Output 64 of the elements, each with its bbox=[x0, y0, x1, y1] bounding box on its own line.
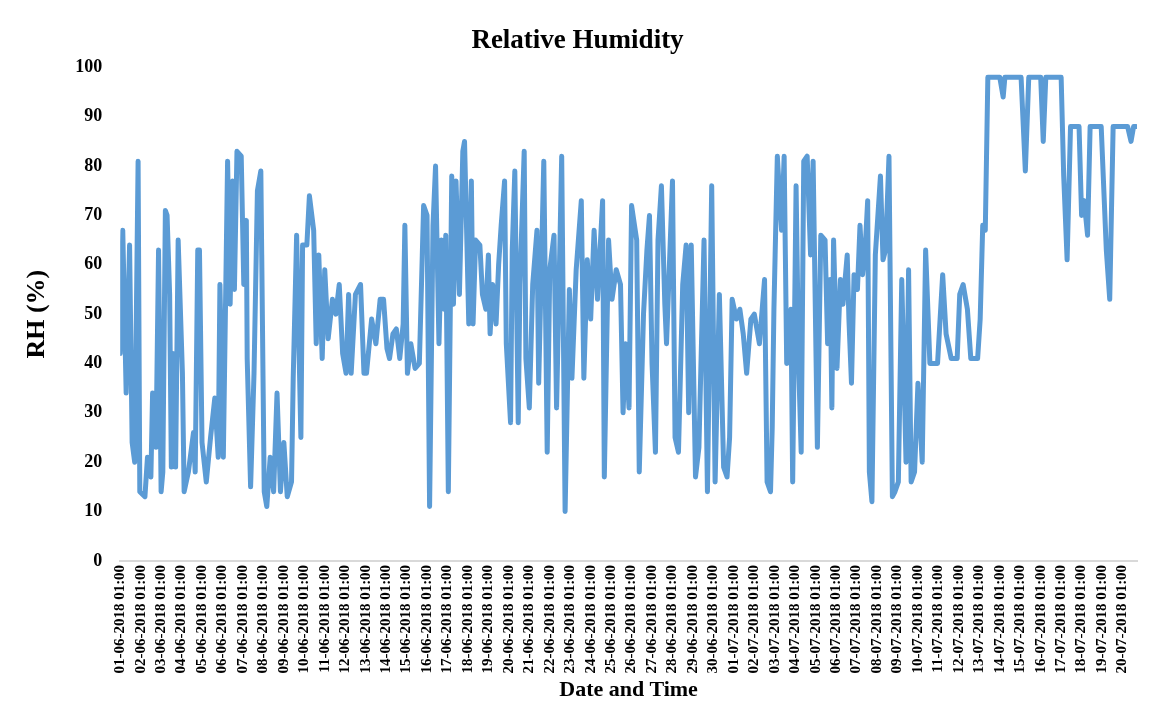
x-tick-label: 01-06-2018 01:00 bbox=[111, 564, 128, 674]
x-tick-label: 02-06-2018 01:00 bbox=[131, 564, 148, 674]
x-axis-title: Date and Time bbox=[559, 676, 699, 702]
x-tick-label: 28-06-2018 01:00 bbox=[663, 564, 680, 674]
y-tick-label: 40 bbox=[84, 352, 103, 373]
x-tick-label: 30-06-2018 01:00 bbox=[704, 564, 721, 674]
y-tick-label: 80 bbox=[84, 154, 103, 175]
y-axis-title: RH (%) bbox=[21, 269, 51, 359]
x-tick-label: 14-07-2018 01:00 bbox=[990, 564, 1007, 674]
x-tick-label: 01-07-2018 01:00 bbox=[724, 564, 741, 674]
y-tick-label: 100 bbox=[75, 56, 103, 77]
x-tick-label: 17-07-2018 01:00 bbox=[1052, 564, 1069, 674]
x-tick-label: 23-06-2018 01:00 bbox=[561, 564, 578, 674]
x-tick-label: 22-06-2018 01:00 bbox=[540, 564, 557, 674]
x-tick-label: 25-06-2018 01:00 bbox=[602, 564, 618, 674]
x-tick-label: 19-06-2018 01:00 bbox=[479, 564, 496, 674]
x-tick-label: 20-07-2018 01:00 bbox=[1113, 564, 1130, 674]
x-tick-label: 26-06-2018 01:00 bbox=[622, 564, 639, 674]
x-tick-label: 27-06-2018 01:00 bbox=[642, 564, 659, 674]
x-tick-label: 17-06-2018 01:00 bbox=[438, 564, 455, 674]
y-tick-label: 50 bbox=[84, 302, 103, 323]
x-tick-label: 13-06-2018 01:00 bbox=[356, 564, 373, 674]
x-tick-label: 09-06-2018 01:00 bbox=[274, 564, 291, 674]
x-tick-label: 15-06-2018 01:00 bbox=[397, 564, 414, 674]
x-tick-label: 14-06-2018 01:00 bbox=[376, 564, 393, 674]
x-tick-label: 09-07-2018 01:00 bbox=[888, 564, 905, 674]
x-tick-label: 12-07-2018 01:00 bbox=[949, 564, 966, 674]
y-tick-label: 70 bbox=[84, 204, 103, 225]
x-tick-label: 03-07-2018 01:00 bbox=[765, 564, 782, 674]
y-tick-label: 20 bbox=[84, 450, 103, 471]
y-tick-label: 90 bbox=[84, 105, 103, 126]
x-tick-label: 18-07-2018 01:00 bbox=[1072, 564, 1089, 674]
x-tick-label: 29-06-2018 01:00 bbox=[683, 564, 700, 674]
y-tick-label: 10 bbox=[84, 500, 103, 521]
x-tick-label: 12-06-2018 01:00 bbox=[336, 564, 353, 674]
x-tick-label: 10-06-2018 01:00 bbox=[295, 564, 312, 674]
x-tick-label: 13-07-2018 01:00 bbox=[970, 564, 987, 674]
x-tick-label: 06-06-2018 01:00 bbox=[213, 564, 230, 674]
x-tick-label: 04-06-2018 01:00 bbox=[172, 564, 189, 674]
x-tick-label: 11-07-2018 01:00 bbox=[929, 564, 946, 673]
x-tick-label: 21-06-2018 01:00 bbox=[520, 564, 537, 674]
x-tick-label: 08-07-2018 01:00 bbox=[867, 564, 884, 674]
x-tick-label: 03-06-2018 01:00 bbox=[151, 564, 168, 674]
y-tick-label: 0 bbox=[93, 549, 103, 570]
x-tick-label: 04-07-2018 01:00 bbox=[786, 564, 803, 674]
x-tick-label: 06-07-2018 01:00 bbox=[827, 564, 844, 674]
x-tick-label: 15-07-2018 01:00 bbox=[1011, 564, 1028, 674]
x-tick-label: 16-06-2018 01:00 bbox=[417, 564, 434, 674]
x-tick-label: 11-06-2018 01:00 bbox=[315, 564, 332, 673]
x-tick-label: 18-06-2018 01:00 bbox=[458, 564, 475, 674]
x-tick-label: 05-06-2018 01:00 bbox=[192, 564, 209, 674]
x-tick-label: 07-06-2018 01:00 bbox=[233, 564, 250, 674]
x-tick-label: 08-06-2018 01:00 bbox=[254, 564, 271, 674]
y-tick-label: 30 bbox=[84, 401, 103, 422]
chart-title: Relative Humidity bbox=[471, 24, 685, 55]
x-tick-label: 07-07-2018 01:00 bbox=[847, 564, 864, 674]
x-tick-label: 20-06-2018 01:00 bbox=[499, 564, 516, 674]
x-tick-label: 19-07-2018 01:00 bbox=[1092, 564, 1109, 674]
x-tick-label: 24-06-2018 01:00 bbox=[581, 564, 598, 674]
x-tick-label: 05-07-2018 01:00 bbox=[806, 564, 823, 674]
x-tick-label: 10-07-2018 01:00 bbox=[908, 564, 925, 674]
x-tick-label: 02-07-2018 01:00 bbox=[745, 564, 762, 674]
y-tick-label: 60 bbox=[84, 253, 103, 274]
x-tick-label: 16-07-2018 01:00 bbox=[1031, 564, 1048, 674]
